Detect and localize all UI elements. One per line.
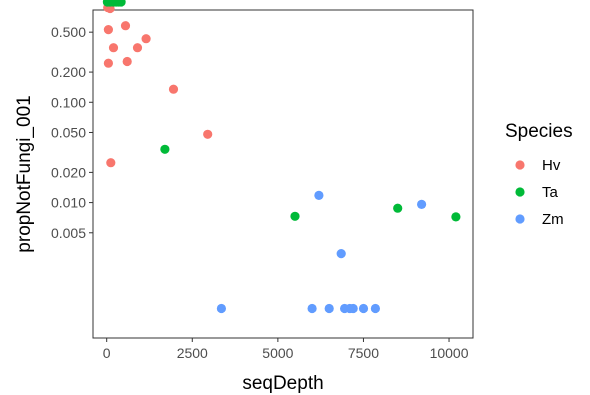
point-zm-3 (417, 199, 427, 209)
data-points (102, 0, 461, 314)
legend: Hv Ta Zm (515, 157, 564, 228)
point-ta-5 (116, 0, 126, 7)
point-ta-9 (451, 212, 461, 222)
point-zm-0 (216, 303, 226, 314)
x-tick-label: 7500 (348, 345, 379, 361)
point-ta-6 (160, 144, 170, 154)
point-hv-7 (132, 43, 143, 53)
point-zm-5 (324, 303, 334, 314)
point-zm-1 (314, 190, 324, 200)
y-tick-label: 0.100 (51, 94, 86, 110)
point-hv-3 (108, 43, 119, 53)
y-tick-label: 0.500 (51, 24, 86, 40)
plot-panel (92, 9, 474, 339)
point-hv-6 (122, 56, 132, 67)
x-tick-label: 2500 (177, 345, 208, 361)
y-tick-label: 0.050 (51, 124, 86, 140)
point-zm-2 (336, 249, 346, 259)
point-zm-8 (348, 303, 358, 314)
x-axis-title: seqDepth (242, 373, 323, 394)
point-zm-9 (358, 303, 369, 314)
legend-label-ta: Ta (542, 184, 559, 201)
point-ta-8 (393, 203, 403, 213)
point-ta-7 (290, 211, 300, 221)
y-tick-label: 0.020 (51, 164, 86, 180)
legend-title: Species (505, 121, 573, 142)
legend-key-zm (515, 214, 525, 224)
x-tick-label: 5000 (262, 345, 293, 361)
x-axis-ticks: 0 2500 5000 7500 10000 (103, 338, 469, 361)
point-hv-11 (106, 158, 116, 168)
legend-key-ta (515, 187, 525, 197)
y-tick-label: 0.200 (51, 64, 86, 80)
point-hv-10 (203, 129, 213, 139)
x-tick-label: 0 (103, 345, 111, 361)
point-zm-4 (307, 303, 317, 314)
y-axis-ticks: 0.005 0.010 0.020 0.050 0.100 0.200 0.500 (51, 24, 93, 241)
point-zm-10 (370, 303, 380, 314)
x-tick-label: 10000 (430, 345, 469, 361)
legend-key-hv (515, 160, 525, 170)
point-hv-2 (103, 25, 113, 35)
legend-label-zm: Zm (542, 211, 564, 228)
y-tick-label: 0.005 (51, 225, 86, 241)
point-hv-4 (103, 58, 113, 68)
y-axis-title: propNotFungi_001 (14, 95, 35, 252)
y-tick-label: 0.010 (51, 195, 86, 211)
point-hv-8 (141, 34, 151, 44)
point-hv-9 (168, 84, 179, 94)
point-hv-5 (120, 21, 131, 31)
legend-label-hv: Hv (542, 157, 561, 174)
